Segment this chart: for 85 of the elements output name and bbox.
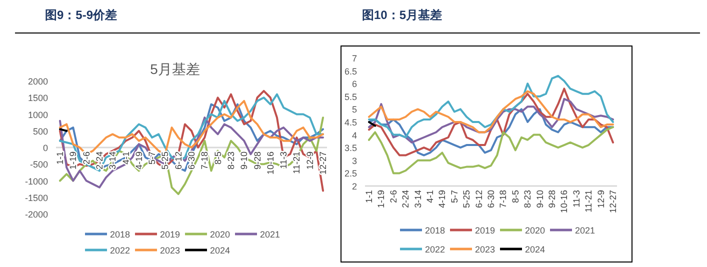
chart-title: 图10：5月基差 bbox=[362, 8, 442, 22]
x-tick-label: 5-25 bbox=[160, 152, 170, 170]
y-tick-label: 1000 bbox=[28, 110, 48, 120]
x-tick-label: 1-19 bbox=[376, 190, 386, 208]
x-tick-label: 11-3 bbox=[571, 190, 582, 208]
line-series bbox=[368, 74, 614, 138]
legend-label: 2024 bbox=[210, 246, 230, 256]
y-tick-label: 3 bbox=[352, 156, 357, 166]
legend-label: 2019 bbox=[475, 226, 496, 236]
x-tick-label: 8-5 bbox=[510, 190, 520, 204]
x-tick-label: 5-7 bbox=[449, 190, 460, 204]
y-tick-label: 2.5 bbox=[344, 168, 357, 179]
legend-label: 2020 bbox=[525, 226, 546, 236]
x-tick-label: 9-10 bbox=[534, 190, 545, 208]
x-tick-label: 6-12 bbox=[474, 190, 484, 208]
legend-label: 2023 bbox=[160, 246, 180, 256]
x-tick-label: 4-1 bbox=[120, 152, 131, 165]
line-series bbox=[368, 108, 614, 156]
x-tick-label: 2-6 bbox=[388, 190, 398, 204]
legend-label: 2018 bbox=[110, 230, 130, 240]
line-series bbox=[368, 126, 614, 174]
line-series bbox=[368, 90, 614, 134]
y-tick-label: 2000 bbox=[28, 76, 48, 86]
x-tick-label: 11-3 bbox=[278, 152, 289, 169]
legend-label: 2021 bbox=[260, 230, 280, 240]
legend-label: 2024 bbox=[525, 244, 546, 254]
y-tick-label: 5 bbox=[352, 104, 357, 115]
legend-label: 2022 bbox=[110, 246, 130, 256]
y-tick-label: 7 bbox=[352, 54, 357, 64]
chart-subtitle: 5月基差 bbox=[150, 61, 200, 77]
legend-label: 2020 bbox=[210, 230, 230, 240]
y-tick-label: 6 bbox=[352, 79, 357, 90]
x-tick-label: 2-24 bbox=[400, 190, 411, 208]
x-tick-label: 9-28 bbox=[252, 152, 262, 170]
line-series bbox=[368, 98, 614, 144]
legend-label: 2019 bbox=[160, 230, 180, 240]
line-series bbox=[368, 88, 614, 156]
x-tick-label: 12-9 bbox=[304, 152, 315, 170]
x-tick-label: 5-7 bbox=[147, 152, 158, 165]
legend-label: 2018 bbox=[425, 226, 446, 236]
y-tick-label: 500 bbox=[32, 126, 48, 136]
y-tick-label: 2 bbox=[352, 182, 357, 192]
x-tick-label: 12-27 bbox=[608, 190, 618, 214]
x-tick-label: 9-10 bbox=[239, 152, 250, 170]
x-tick-label: 9-28 bbox=[547, 190, 557, 208]
chart-title: 图9：5-9价差 bbox=[45, 8, 118, 22]
legend-label: 2021 bbox=[575, 226, 596, 236]
y-tick-label: 0 bbox=[42, 143, 48, 153]
x-tick-label: 5-25 bbox=[462, 190, 472, 208]
x-tick-label: 12-27 bbox=[318, 152, 328, 175]
x-tick-label: 12-9 bbox=[596, 190, 606, 208]
y-tick-label: 3.5 bbox=[344, 143, 357, 154]
x-tick-label: 1-1 bbox=[55, 152, 65, 165]
x-tick-label: 4-1 bbox=[425, 190, 435, 204]
x-tick-label: 10-16 bbox=[559, 190, 570, 214]
legend-label: 2022 bbox=[425, 244, 446, 254]
x-tick-label: 7-18 bbox=[498, 190, 508, 208]
x-tick-label: 6-30 bbox=[186, 152, 196, 170]
y-tick-label: 6.5 bbox=[344, 66, 357, 76]
y-tick-label: -500 bbox=[30, 160, 48, 170]
y-tick-label: 4.5 bbox=[344, 118, 357, 128]
y-tick-label: 4 bbox=[352, 130, 357, 140]
x-tick-label: 11-21 bbox=[584, 190, 594, 212]
y-tick-label: 1500 bbox=[28, 93, 48, 104]
x-tick-label: 8-23 bbox=[226, 152, 236, 170]
x-tick-label: 4-19 bbox=[134, 152, 144, 170]
x-tick-label: 10-16 bbox=[265, 152, 276, 175]
x-tick-label: 3-14 bbox=[108, 152, 118, 170]
x-tick-label: 8-23 bbox=[522, 190, 533, 208]
x-tick-label: 8-5 bbox=[212, 152, 223, 165]
y-tick-label: -1500 bbox=[24, 192, 48, 203]
x-tick-label: 6-30 bbox=[486, 190, 496, 208]
y-tick-label: -2000 bbox=[24, 210, 48, 220]
x-tick-label: 2-24 bbox=[94, 152, 104, 170]
x-tick-label: 6-12 bbox=[173, 152, 184, 170]
y-tick-label: -1000 bbox=[24, 176, 48, 186]
x-tick-label: 1-1 bbox=[364, 190, 374, 204]
x-tick-label: 11-21 bbox=[292, 152, 302, 174]
y-tick-label: 5.5 bbox=[344, 92, 357, 102]
legend-label: 2023 bbox=[475, 244, 496, 254]
x-tick-label: 1-19 bbox=[68, 152, 78, 170]
x-tick-label: 2-6 bbox=[81, 152, 92, 165]
x-tick-label: 7-18 bbox=[200, 152, 210, 170]
x-tick-label: 3-14 bbox=[412, 190, 423, 208]
x-tick-label: 4-19 bbox=[437, 190, 448, 208]
